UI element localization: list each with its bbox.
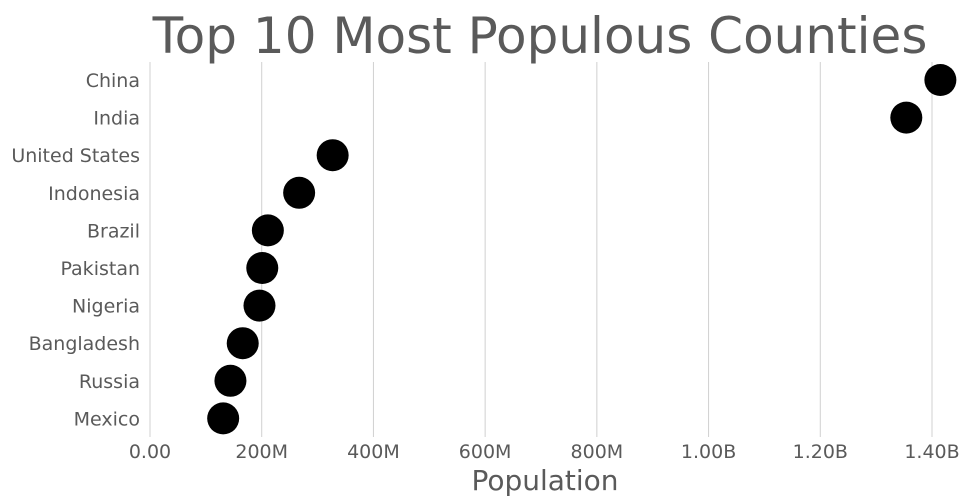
dot-layer bbox=[207, 64, 957, 435]
y-category-label: Bangladesh bbox=[29, 333, 140, 355]
x-tick-label: 1.40B bbox=[904, 441, 959, 463]
y-category-label: Nigeria bbox=[72, 296, 140, 318]
grid-layer bbox=[149, 62, 933, 437]
data-point[interactable] bbox=[226, 327, 259, 360]
data-point[interactable] bbox=[243, 289, 276, 322]
y-category-label: Russia bbox=[79, 371, 140, 393]
y-category-label: Indonesia bbox=[48, 183, 140, 205]
y-category-label: Mexico bbox=[74, 408, 140, 430]
data-point[interactable] bbox=[251, 214, 284, 247]
x-tick-label: 0.00 bbox=[129, 441, 171, 463]
y-category-label: Pakistan bbox=[60, 258, 140, 280]
y-category-label: United States bbox=[11, 145, 140, 167]
data-point[interactable] bbox=[890, 101, 923, 134]
x-tick-label: 400M bbox=[347, 441, 400, 463]
x-tick-label: 1.20B bbox=[793, 441, 848, 463]
data-point[interactable] bbox=[207, 402, 240, 435]
y-category-label: Brazil bbox=[87, 220, 140, 242]
data-point[interactable] bbox=[316, 139, 349, 172]
data-point[interactable] bbox=[283, 176, 316, 209]
chart-title: Top 10 Most Populous Counties bbox=[152, 7, 928, 65]
data-point[interactable] bbox=[246, 252, 279, 284]
data-point[interactable] bbox=[214, 364, 247, 397]
x-axis-title: Population bbox=[471, 464, 618, 497]
x-tick-label: 600M bbox=[459, 441, 512, 463]
x-tick-label: 1.00B bbox=[681, 441, 736, 463]
data-point[interactable] bbox=[924, 64, 957, 96]
y-category-label: India bbox=[93, 108, 140, 130]
y-category-label: China bbox=[86, 70, 140, 92]
x-tick-labels: 0.00 200M 400M 600M 800M 1.00B 1.20B 1.40B bbox=[129, 441, 960, 463]
category-labels: China India United States Indonesia Brazil Pa… bbox=[11, 70, 140, 430]
x-tick-label: 200M bbox=[235, 441, 288, 463]
x-tick-label: 800M bbox=[571, 441, 624, 463]
